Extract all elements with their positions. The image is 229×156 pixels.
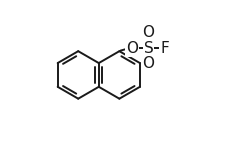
Text: O: O	[142, 25, 154, 40]
Text: S: S	[143, 41, 153, 56]
Text: O: O	[142, 56, 154, 71]
Text: F: F	[159, 41, 168, 56]
Text: O: O	[126, 41, 138, 56]
